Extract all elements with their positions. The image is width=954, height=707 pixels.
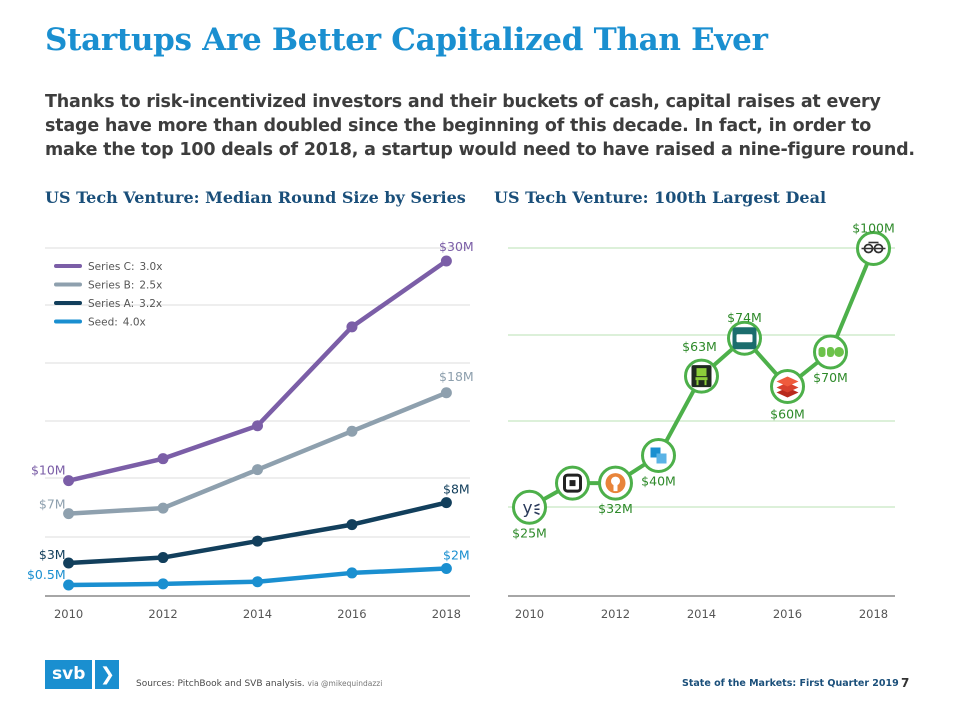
legend-multiplier: 3.2x — [139, 298, 162, 310]
end-value-label: $2M — [443, 548, 470, 563]
red-layers-logo-icon — [776, 376, 799, 398]
x-tick-label: 2018 — [859, 607, 888, 621]
footer-sources: Sources: PitchBook and SVB analysis. via… — [136, 679, 382, 689]
svb-logo: svb ❯ — [45, 660, 120, 689]
legend-label: Series A: — [88, 298, 134, 310]
data-point — [346, 321, 358, 333]
square-inner — [569, 480, 576, 487]
orange-stem — [613, 484, 618, 492]
x-tick-label: 2014 — [243, 607, 272, 621]
legend-label: Series C: — [88, 261, 135, 273]
start-value-label: $3M — [39, 547, 66, 562]
data-point — [440, 387, 452, 399]
deal-value-label: $74M — [727, 310, 762, 325]
x-tick-label: 2016 — [337, 607, 366, 621]
data-point — [63, 475, 75, 487]
cube-a — [650, 447, 661, 458]
end-value-label: $8M — [443, 482, 470, 497]
data-point — [63, 557, 75, 569]
chevron-right-icon: ❯ — [95, 660, 120, 689]
svb-logo-text: svb — [45, 660, 93, 689]
data-point — [252, 535, 263, 547]
x-tick-label: 2012 — [601, 607, 630, 621]
page-title: Startups Are Better Capitalized Than Eve… — [45, 22, 768, 58]
data-point — [252, 420, 263, 432]
x-tick-label: 2014 — [687, 607, 716, 621]
data-point — [346, 567, 358, 579]
series-line — [68, 259, 448, 483]
duo-o — [834, 347, 844, 357]
end-value-label: $18M — [439, 369, 474, 384]
start-value-label: $0.5M — [27, 567, 66, 582]
x-tick-label: 2012 — [148, 607, 177, 621]
data-point — [157, 552, 169, 564]
deal-value-label: $25M — [512, 525, 547, 540]
start-value-label: $7M — [39, 497, 66, 512]
data-point — [346, 425, 358, 437]
legend-label: Series B: — [88, 280, 134, 292]
sources-text: Sources: PitchBook and SVB analysis. — [136, 679, 305, 689]
data-point — [157, 453, 169, 465]
right-chart-title: US Tech Venture: 100th Largest Deal — [494, 188, 827, 207]
chair-back — [696, 368, 707, 377]
deal-value-label: $60M — [770, 407, 805, 422]
bird-logo-icon — [861, 241, 886, 254]
left-chart-title: US Tech Venture: Median Round Size by Se… — [45, 188, 466, 207]
deal-value-label: $70M — [813, 370, 848, 385]
tablet-screen — [736, 334, 753, 343]
deal-marker — [512, 489, 547, 525]
end-value-label: $30M — [439, 239, 474, 254]
median-round-size-chart: 2010 2012 2014 2016 2018 $10M $30M $7M $18M $3M $8… — [27, 239, 474, 621]
layer-middle — [776, 382, 799, 393]
yext-stroke — [534, 511, 540, 515]
duo-d — [818, 347, 826, 357]
deal-value-label: $32M — [598, 501, 633, 516]
series-line — [68, 390, 448, 516]
layer-top — [776, 376, 799, 387]
legend-multiplier: 2.5x — [139, 280, 162, 292]
data-point — [346, 519, 358, 531]
legend-multiplier: 4.0x — [123, 317, 146, 329]
chair-seat — [695, 377, 708, 381]
publication-title: State of the Markets: First Quarter 2019 — [682, 678, 899, 689]
via-credit: via @mikequindazzi — [307, 679, 383, 688]
deal-value-label: $63M — [682, 339, 717, 354]
deal-value-label: $40M — [641, 474, 676, 489]
tablet-logo-icon — [732, 327, 757, 350]
yext-stroke — [534, 503, 540, 507]
yext-letter: y — [522, 498, 532, 518]
square-outer — [563, 473, 582, 493]
orange-head — [611, 476, 620, 486]
data-point — [157, 578, 169, 590]
data-point — [157, 502, 169, 514]
start-value-label: $10M — [31, 463, 66, 478]
data-point — [252, 576, 263, 588]
x-tick-label: 2010 — [54, 607, 83, 621]
square-logo-icon — [563, 473, 582, 493]
duo-u — [827, 347, 834, 357]
data-point — [440, 255, 452, 267]
data-point — [252, 464, 263, 476]
data-point — [440, 497, 452, 509]
legend-multiplier: 3.0x — [140, 261, 163, 273]
x-tick-label: 2010 — [515, 607, 544, 621]
x-tick-label: 2016 — [773, 607, 802, 621]
legend-label: Seed: — [88, 317, 118, 329]
green-chair-logo-icon — [691, 365, 712, 388]
orange-brand-logo-icon — [605, 473, 626, 494]
yext-logo-icon: y — [522, 498, 540, 518]
page-number: 7 — [901, 676, 910, 690]
cube-b — [656, 453, 667, 464]
deal-value-label: $100M — [852, 221, 895, 236]
data-point — [440, 563, 452, 575]
duo-logo-icon — [818, 347, 844, 357]
intro-paragraph: Thanks to risk-incentivized investors an… — [45, 92, 915, 160]
largest-deal-chart: 2010 2012 2014 2016 2018 y $25M $32M $40M $63M $74… — [508, 221, 895, 621]
blue-cube-logo-icon — [650, 447, 667, 464]
data-point — [63, 579, 75, 591]
x-tick-label: 2018 — [432, 607, 461, 621]
data-point — [63, 508, 75, 520]
